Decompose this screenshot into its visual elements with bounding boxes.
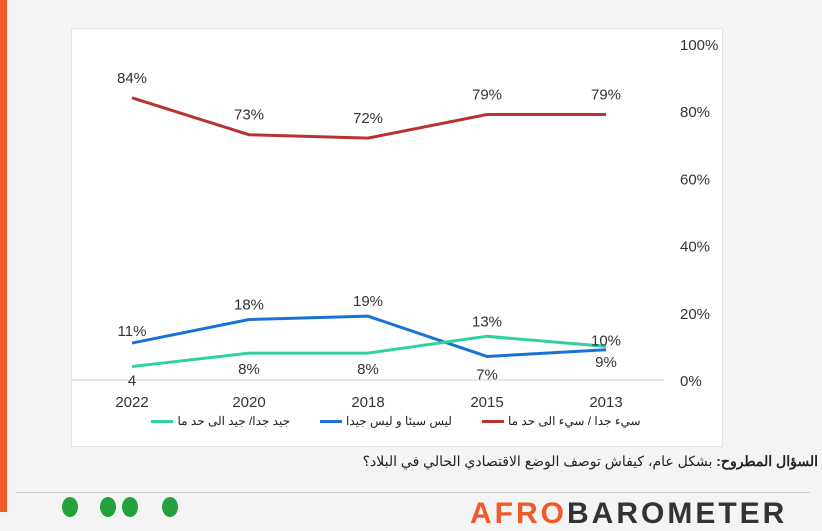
data-label: 73% — [234, 107, 264, 124]
logo-dot — [100, 497, 116, 517]
question-text: السؤال المطروح: بشكل عام، كيفاش توصف الو… — [363, 453, 818, 470]
chart-panel: 0% 20% 40% 60% 80% 100% 2022 2020 2018 2015 2013 84… — [71, 28, 723, 447]
legend-label: جيد جدا/ جيد الى حد ما — [177, 414, 291, 428]
data-label: 19% — [353, 293, 383, 310]
legend-item: ليس سيئا و ليس جيدا — [320, 414, 452, 428]
x-tick-label: 2015 — [470, 394, 503, 411]
data-label: 13% — [472, 313, 502, 330]
question-body: بشكل عام، كيفاش توصف الوضع الاقتصادي الح… — [362, 453, 713, 469]
legend-item: سيء جدا / سيء الى حد ما — [481, 414, 641, 428]
legend-label: سيء جدا / سيء الى حد ما — [507, 414, 641, 428]
line-chart: 0% 20% 40% 60% 80% 100% 2022 2020 2018 2015 2013 84… — [72, 37, 718, 411]
x-tick-label: 2020 — [232, 394, 265, 411]
logo-dot — [122, 497, 138, 517]
x-tick-label: 2013 — [589, 394, 622, 411]
data-label: 11% — [118, 323, 147, 340]
y-tick-label: 0% — [680, 373, 702, 390]
data-label: 8% — [238, 361, 260, 378]
data-label: 18% — [234, 297, 264, 314]
series-line — [131, 314, 607, 358]
question-label: السؤال المطروح: — [716, 453, 818, 469]
data-label: 4 — [128, 373, 136, 390]
data-label: 84% — [117, 70, 147, 87]
data-label: 10% — [591, 332, 621, 349]
legend-swatch — [481, 419, 504, 423]
y-tick-label: 100% — [680, 37, 718, 54]
legend-label: ليس سيئا و ليس جيدا — [346, 414, 452, 428]
x-tick-label: 2018 — [351, 394, 384, 411]
y-tick-label: 20% — [680, 306, 710, 323]
series-line — [131, 334, 607, 369]
data-label: 79% — [591, 87, 621, 104]
y-tick-label: 40% — [680, 239, 710, 256]
y-tick-label: 60% — [680, 171, 710, 188]
legend-item: جيد جدا/ جيد الى حد ما — [151, 414, 290, 428]
data-label: 79% — [472, 87, 502, 104]
data-label: 72% — [353, 110, 383, 127]
y-tick-label: 80% — [680, 104, 710, 121]
legend: سيء جدا / سيء الى حد ما ليس سيئا و ليس جي… — [71, 414, 721, 428]
x-tick-label: 2022 — [115, 394, 148, 411]
data-label: 9% — [595, 354, 617, 371]
logo-dot — [62, 497, 78, 517]
afrobarometer-logo: AFROBAROMETER — [470, 497, 788, 530]
series-line — [131, 96, 606, 140]
divider — [16, 492, 810, 493]
data-label: 7% — [476, 366, 498, 383]
legend-swatch — [151, 419, 174, 423]
logo-dot — [162, 497, 178, 517]
data-label: 8% — [357, 361, 379, 378]
legend-swatch — [320, 419, 343, 423]
accent-bar — [0, 0, 7, 512]
